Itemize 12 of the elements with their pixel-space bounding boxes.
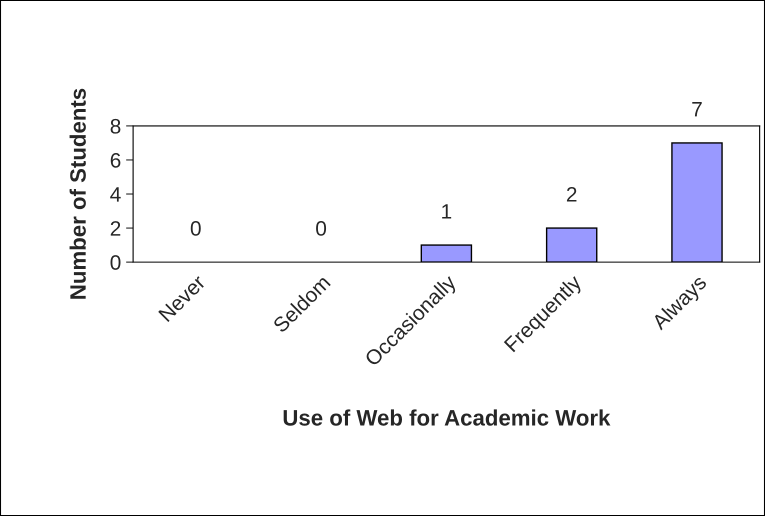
x-axis-title: Use of Web for Academic Work — [284, 409, 610, 426]
y-axis-title: Number of Students — [70, 88, 86, 299]
y-tick-label: 0 — [110, 255, 120, 270]
y-tick-label: 8 — [110, 118, 120, 134]
data-label: 1 — [442, 204, 452, 219]
y-tick-label: 2 — [110, 221, 120, 236]
y-tick-label: 6 — [110, 152, 120, 168]
y-tick-label: 4 — [110, 187, 121, 202]
data-label: 2 — [566, 186, 576, 202]
data-label: 7 — [692, 102, 702, 116]
data-label: 0 — [190, 221, 201, 236]
data-label: 0 — [316, 221, 326, 236]
